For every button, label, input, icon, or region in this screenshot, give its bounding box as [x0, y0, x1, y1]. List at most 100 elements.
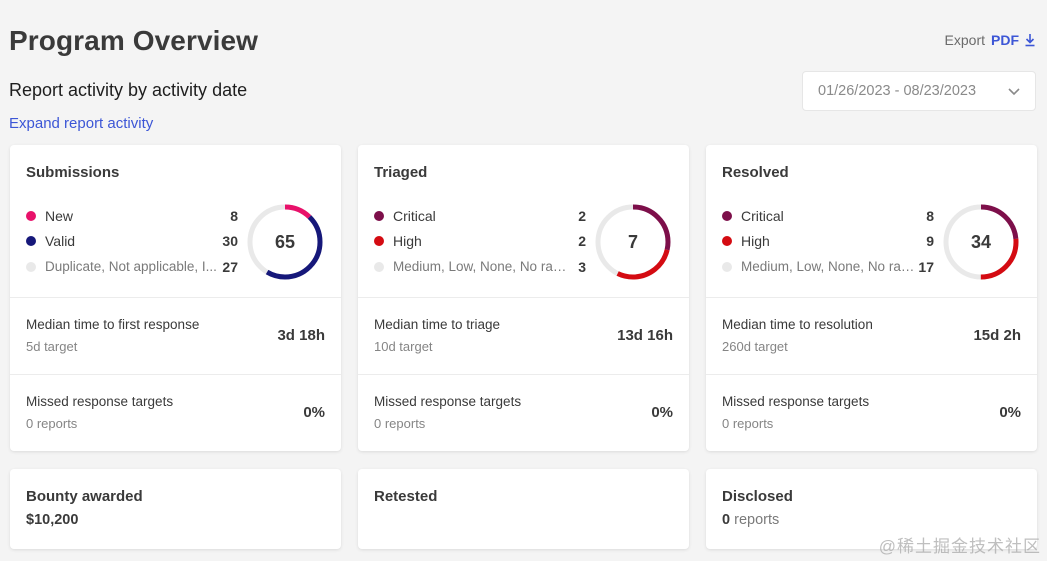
- legend-value: 30: [222, 233, 238, 250]
- divider: [358, 374, 689, 375]
- legend-item-other: Medium, Low, None, No rating 3: [374, 254, 586, 280]
- legend-dot-icon: [722, 236, 732, 247]
- metric-value: 3d 18h: [277, 327, 325, 344]
- export-control: Export PDF: [945, 32, 1035, 48]
- card-title: Triaged: [374, 164, 428, 181]
- legend-value: 8: [230, 207, 238, 224]
- median-time-to-triage-metric: Median time to triage 10d target 13d 16h: [374, 317, 673, 377]
- export-pdf-link[interactable]: PDF: [991, 32, 1019, 48]
- submissions-card: Submissions New 8 Valid 30 Duplicate, No…: [10, 145, 341, 451]
- legend-label: Valid: [45, 233, 76, 250]
- legend-dot-icon: [26, 261, 36, 272]
- metric-label: Median time to resolution: [722, 317, 873, 332]
- legend-item-other: Medium, Low, None, No rat... 17: [722, 254, 934, 280]
- metric-sub: 0 reports: [722, 416, 774, 431]
- legend-label: High: [741, 233, 770, 250]
- legend-item-high: High 2: [374, 229, 586, 255]
- metric-label: Median time to triage: [374, 317, 501, 332]
- bounty-amount: $10,200: [26, 512, 79, 528]
- metric-target: 5d target: [26, 339, 78, 354]
- legend-label: New: [45, 207, 74, 224]
- legend-label: Duplicate, Not applicable, I...: [45, 259, 217, 275]
- median-first-response-metric: Median time to first response 5d target …: [26, 317, 325, 377]
- legend-dot-icon: [374, 210, 384, 221]
- metric-label: Missed response targets: [26, 394, 174, 409]
- legend-item-new: New 8: [26, 203, 238, 229]
- metric-label: Missed response targets: [722, 394, 870, 409]
- resolved-card: Resolved Critical 8 High 9 Medium, Low, …: [706, 145, 1037, 451]
- legend-item-high: High 9: [722, 229, 934, 255]
- metric-value: 15d 2h: [973, 327, 1021, 344]
- submissions-legend: New 8 Valid 30 Duplicate, Not applicable…: [26, 203, 238, 280]
- expand-report-activity-link[interactable]: Expand report activity: [9, 115, 154, 132]
- card-title: Disclosed: [722, 488, 793, 505]
- legend-item-critical: Critical 8: [722, 203, 934, 229]
- export-label: Export: [944, 32, 985, 48]
- legend-label: High: [393, 233, 422, 250]
- legend-item-critical: Critical 2: [374, 203, 586, 229]
- legend-value: 27: [222, 258, 238, 275]
- legend-item-valid: Valid 30: [26, 229, 238, 255]
- metric-value: 0%: [999, 404, 1021, 421]
- legend-value: 3: [578, 258, 586, 275]
- metric-value: 13d 16h: [617, 327, 673, 344]
- metric-label: Median time to first response: [26, 317, 200, 332]
- legend-label: Critical: [741, 207, 784, 224]
- legend-value: 17: [918, 258, 934, 275]
- section-subtitle: Report activity by activity date: [9, 80, 248, 100]
- legend-label: Medium, Low, None, No rating: [393, 259, 569, 275]
- disclosed-card: Disclosed 0 reports: [706, 469, 1037, 549]
- triaged-donut-chart: 7: [594, 203, 672, 281]
- disclosed-count: 0 reports: [722, 512, 779, 528]
- legend-dot-icon: [722, 261, 732, 272]
- divider: [706, 374, 1037, 375]
- legend-value: 2: [578, 207, 586, 224]
- missed-response-targets-metric: Missed response targets 0 reports 0%: [26, 394, 325, 454]
- card-title: Bounty awarded: [26, 488, 143, 505]
- legend-value: 9: [926, 233, 934, 250]
- median-time-to-resolution-metric: Median time to resolution 260d target 15…: [722, 317, 1021, 377]
- metric-sub: 0 reports: [26, 416, 78, 431]
- metric-value: 0%: [303, 404, 325, 421]
- legend-dot-icon: [374, 261, 384, 272]
- chevron-down-icon: [1008, 88, 1020, 96]
- legend-value: 2: [578, 233, 586, 250]
- missed-response-targets-metric: Missed response targets 0 reports 0%: [374, 394, 673, 454]
- donut-total: 34: [970, 231, 992, 252]
- metric-target: 10d target: [374, 339, 433, 354]
- retested-card: Retested: [358, 469, 689, 549]
- divider: [706, 297, 1037, 298]
- card-title: Resolved: [722, 164, 789, 181]
- date-range-picker[interactable]: 01/26/2023 - 08/23/2023: [802, 71, 1036, 111]
- legend-dot-icon: [26, 236, 36, 247]
- triaged-legend: Critical 2 High 2 Medium, Low, None, No …: [374, 203, 586, 280]
- card-title: Retested: [374, 488, 438, 505]
- donut-total: 65: [274, 231, 296, 252]
- date-range-value: 01/26/2023 - 08/23/2023: [818, 83, 977, 99]
- metric-target: 260d target: [722, 339, 788, 354]
- bounty-awarded-card: Bounty awarded $10,200: [10, 469, 341, 549]
- resolved-legend: Critical 8 High 9 Medium, Low, None, No …: [722, 203, 934, 280]
- missed-response-targets-metric: Missed response targets 0 reports 0%: [722, 394, 1021, 454]
- disclosed-unit: reports: [734, 512, 780, 528]
- legend-item-other: Duplicate, Not applicable, I... 27: [26, 254, 238, 280]
- legend-dot-icon: [374, 236, 384, 247]
- download-icon[interactable]: [1025, 33, 1035, 47]
- legend-dot-icon: [26, 210, 36, 221]
- submissions-donut-chart: 65: [246, 203, 324, 281]
- donut-total: 7: [627, 231, 638, 252]
- metric-sub: 0 reports: [374, 416, 426, 431]
- watermark: @稀土掘金技术社区: [878, 537, 1041, 556]
- card-title: Submissions: [26, 164, 120, 181]
- metric-label: Missed response targets: [374, 394, 522, 409]
- metric-value: 0%: [651, 404, 673, 421]
- legend-label: Medium, Low, None, No rat...: [741, 259, 916, 275]
- resolved-donut-chart: 34: [942, 203, 1020, 281]
- legend-label: Critical: [393, 207, 436, 224]
- legend-value: 8: [926, 207, 934, 224]
- legend-dot-icon: [722, 210, 732, 221]
- divider: [358, 297, 689, 298]
- divider: [10, 297, 341, 298]
- disclosed-value: 0: [722, 512, 731, 528]
